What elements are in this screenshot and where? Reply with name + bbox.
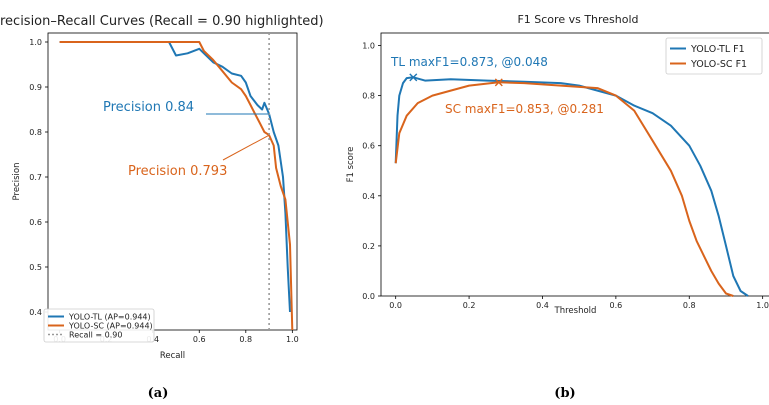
- y-tick-label: 0.4: [29, 308, 42, 317]
- max-point-marker: [494, 78, 503, 87]
- legend-label: YOLO-SC F1: [690, 59, 747, 70]
- series-line-2: [59, 41, 294, 331]
- annotation-label: SC maxF1=0.853, @0.281: [445, 102, 604, 116]
- x-axis-label: Threshold: [554, 306, 597, 316]
- legend-label: Recall = 0.90: [69, 330, 122, 339]
- panel-label: (a): [148, 386, 169, 401]
- legend-label: YOLO-TL (AP=0.944): [68, 312, 151, 321]
- x-tick-label: 0.0: [389, 301, 402, 310]
- legend-box: [43, 308, 155, 343]
- plot-frame: [380, 32, 769, 297]
- legend-label: YOLO-TL F1: [690, 44, 745, 55]
- y-tick-label: 0.8: [362, 92, 375, 101]
- y-tick-label: 1.0: [29, 38, 42, 47]
- annotation-label: Precision 0.84: [103, 100, 194, 115]
- y-tick-label: 0.2: [362, 242, 375, 251]
- y-tick-label: 0.5: [29, 263, 42, 272]
- legend-box: [665, 37, 763, 75]
- annotation-label: TL maxF1=0.873, @0.048: [390, 55, 548, 69]
- x-axis-label: Recall: [160, 351, 185, 361]
- x-tick-label: 0.6: [193, 335, 206, 344]
- x-tick-label: 0.6: [610, 301, 623, 310]
- chart-title: Precision–Recall Curves (Recall = 0.90 h…: [0, 14, 324, 29]
- y-tick-label: 0.6: [362, 142, 375, 151]
- x-tick-label: 0.8: [239, 335, 252, 344]
- series-line-1: [394, 76, 749, 297]
- x-tick-label: 1.0: [286, 335, 299, 344]
- series-line-1: [59, 41, 291, 313]
- chart-title: F1 Score vs Threshold: [517, 13, 638, 26]
- x-tick-label: 0.2: [463, 301, 476, 310]
- plot-frame: [47, 32, 298, 331]
- annotation-arrow: [222, 134, 270, 161]
- y-tick-label: 0.8: [29, 128, 42, 137]
- y-tick-label: 0.9: [29, 83, 42, 92]
- chart-panel-2: F1 Score vs Threshold 0.0 0.2 0.4 0.6 0.8 1.0 0…: [346, 13, 769, 401]
- y-axis-label: F1 score: [346, 147, 356, 183]
- y-tick-label: 0.7: [29, 173, 42, 182]
- x-tick-label: 0.4: [536, 301, 549, 310]
- series-line-2: [394, 81, 734, 297]
- panel-label: (b): [554, 386, 575, 401]
- y-axis-label: Precision: [12, 163, 22, 201]
- y-tick-label: 0.6: [29, 218, 42, 227]
- y-tick-label: 0.0: [362, 292, 375, 301]
- annotation-label: Precision 0.793: [128, 164, 227, 179]
- x-tick-label: 0.8: [683, 301, 696, 310]
- y-tick-label: 1.0: [362, 42, 375, 51]
- chart-panel-1: Precision–Recall Curves (Recall = 0.90 h…: [0, 14, 324, 401]
- y-tick-label: 0.4: [362, 192, 375, 201]
- legend-label: YOLO-SC (AP=0.944): [68, 321, 153, 330]
- x-tick-label: 1.0: [756, 301, 769, 310]
- max-point-marker: [409, 73, 418, 82]
